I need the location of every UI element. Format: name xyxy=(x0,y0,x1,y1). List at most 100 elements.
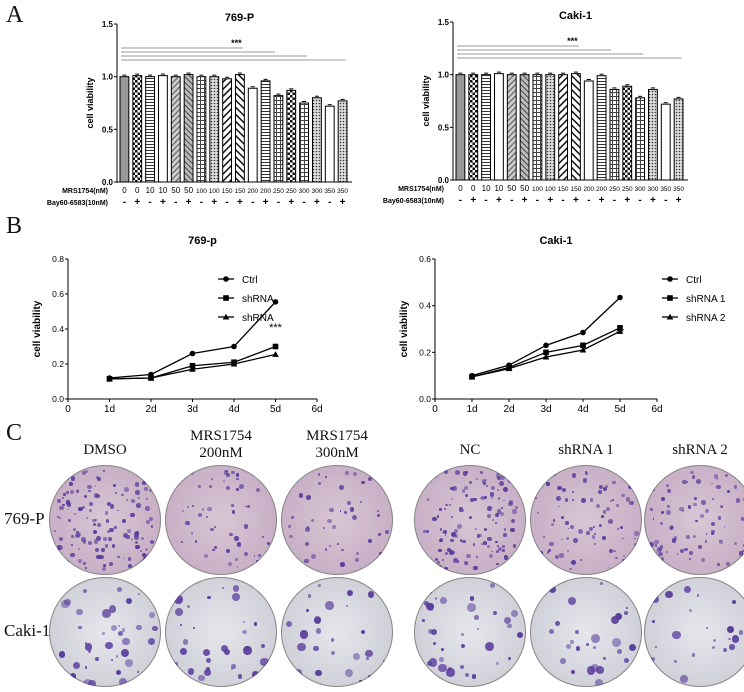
colony-spot xyxy=(450,532,456,538)
colony-spot xyxy=(144,506,150,512)
colony-spot xyxy=(146,498,148,500)
colony-spot xyxy=(610,615,619,624)
bay-sign: - xyxy=(328,197,331,208)
colony-spot xyxy=(173,595,183,604)
colony-spot xyxy=(344,511,347,514)
culture-dish xyxy=(644,465,744,575)
colony-spot xyxy=(330,638,335,642)
colony-spot xyxy=(192,505,195,508)
colony-spot xyxy=(700,514,704,518)
colony-spot xyxy=(608,518,613,524)
colony-spot xyxy=(327,518,333,524)
colony-spot xyxy=(236,488,239,491)
colony-spot xyxy=(317,482,322,486)
colony-spot xyxy=(59,537,64,541)
bar xyxy=(209,76,220,183)
colony-spot xyxy=(116,587,122,592)
colony-spot xyxy=(459,540,462,543)
colony-spot xyxy=(621,493,625,498)
bar xyxy=(324,105,335,183)
colony-spot xyxy=(313,645,319,652)
colony-spot xyxy=(108,605,116,613)
colony-spot xyxy=(243,621,246,624)
colony-spot xyxy=(300,630,309,639)
colony-spot xyxy=(206,657,212,663)
colony-spot xyxy=(382,659,385,662)
colony-spot xyxy=(653,488,656,491)
colony-spot xyxy=(124,659,133,668)
colony-spot xyxy=(701,500,706,505)
colony-spot xyxy=(148,488,153,493)
colony-spot xyxy=(493,611,498,616)
colony-spot xyxy=(588,527,593,532)
colony-spot xyxy=(344,668,354,678)
colony-spot xyxy=(101,609,111,618)
data-point xyxy=(189,350,196,357)
colony-spot xyxy=(624,611,628,616)
significance-marker: *** xyxy=(269,322,283,334)
colony-spot xyxy=(543,474,547,478)
colony-spot xyxy=(226,473,231,478)
colony-spot xyxy=(138,592,141,596)
colony-spot xyxy=(695,519,698,523)
colony-spot xyxy=(565,643,572,650)
colony-spot xyxy=(126,535,130,539)
culture-dish xyxy=(281,577,393,687)
colony-spot xyxy=(466,602,476,612)
bar xyxy=(183,74,194,183)
colony-spot xyxy=(561,488,566,492)
colony-spot xyxy=(619,526,623,530)
colony-spot xyxy=(376,514,380,518)
colony-spot xyxy=(503,555,509,561)
colony-spot xyxy=(76,490,79,493)
x-tick-label: 300 xyxy=(299,188,310,195)
x-tick-label: 0 xyxy=(65,404,71,415)
colony-spot xyxy=(201,508,205,511)
colony-spot xyxy=(231,667,234,671)
colony-spot xyxy=(141,559,145,564)
x-tick-label: 10 xyxy=(494,184,503,193)
colony-spot xyxy=(94,547,99,552)
colony-spot xyxy=(567,549,570,552)
y-tick-label: 0.0 xyxy=(438,176,450,185)
colony-spot xyxy=(145,559,150,564)
colony-spot xyxy=(719,539,723,544)
colony-spot xyxy=(439,527,443,531)
colony-spot xyxy=(266,556,271,561)
colony-spot xyxy=(448,503,452,507)
colony-spot xyxy=(231,470,236,475)
colony-spot xyxy=(422,554,425,557)
colony-spot xyxy=(427,590,432,595)
colony-spot xyxy=(198,674,205,682)
colony-spot xyxy=(94,518,98,522)
colony-spot xyxy=(593,525,596,529)
colony-spot xyxy=(495,473,501,478)
colony-spot xyxy=(71,476,76,481)
colony-spot xyxy=(115,492,117,494)
x-tick-label: 10 xyxy=(146,186,155,195)
colony-spot xyxy=(109,561,113,566)
colony-spot xyxy=(130,538,133,541)
colony-spot xyxy=(126,597,133,605)
colony-spot xyxy=(509,499,514,504)
colony-spot xyxy=(480,471,484,475)
colony-spot xyxy=(102,567,106,571)
colony-spot xyxy=(652,518,655,520)
colony-spot xyxy=(705,509,710,514)
colony-spot xyxy=(436,515,440,518)
colony-spot xyxy=(723,526,726,529)
column-label-line1: NC xyxy=(459,442,481,458)
colony-spot xyxy=(431,629,438,636)
colony-spot xyxy=(595,679,603,687)
bay-sign: + xyxy=(134,197,140,208)
row-label: Bay60-6583(10nM) xyxy=(383,198,444,205)
colony-spot xyxy=(245,505,248,508)
colony-spot xyxy=(609,548,613,553)
colony-spot xyxy=(139,549,143,553)
colony-spot xyxy=(442,530,448,535)
colony-spot xyxy=(725,561,731,567)
colony-spot xyxy=(96,554,101,560)
colony-spot xyxy=(207,595,211,600)
colony-spot xyxy=(496,509,501,514)
colony-spot xyxy=(631,669,636,675)
